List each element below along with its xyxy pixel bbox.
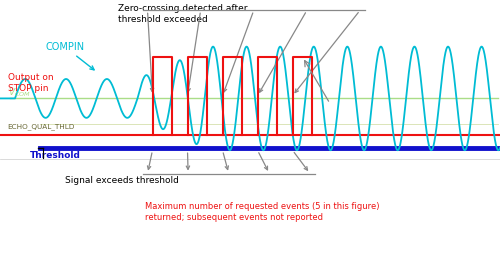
Text: $\mathregular{V_{COM}}$: $\mathregular{V_{COM}}$: [8, 87, 30, 99]
Text: Maximum number of requested events (5 in this figure)
returned; subsequent event: Maximum number of requested events (5 in…: [145, 202, 380, 222]
Text: COMPIN: COMPIN: [45, 42, 94, 70]
Text: Threshold: Threshold: [30, 151, 81, 160]
Text: Signal exceeds threshold: Signal exceeds threshold: [65, 176, 179, 184]
Text: Output on
STOP pin: Output on STOP pin: [8, 73, 53, 93]
Text: Zero-crossing detected after
threshold exceeded: Zero-crossing detected after threshold e…: [118, 4, 247, 24]
Text: ECHO_QUAL_THLD: ECHO_QUAL_THLD: [8, 124, 75, 130]
